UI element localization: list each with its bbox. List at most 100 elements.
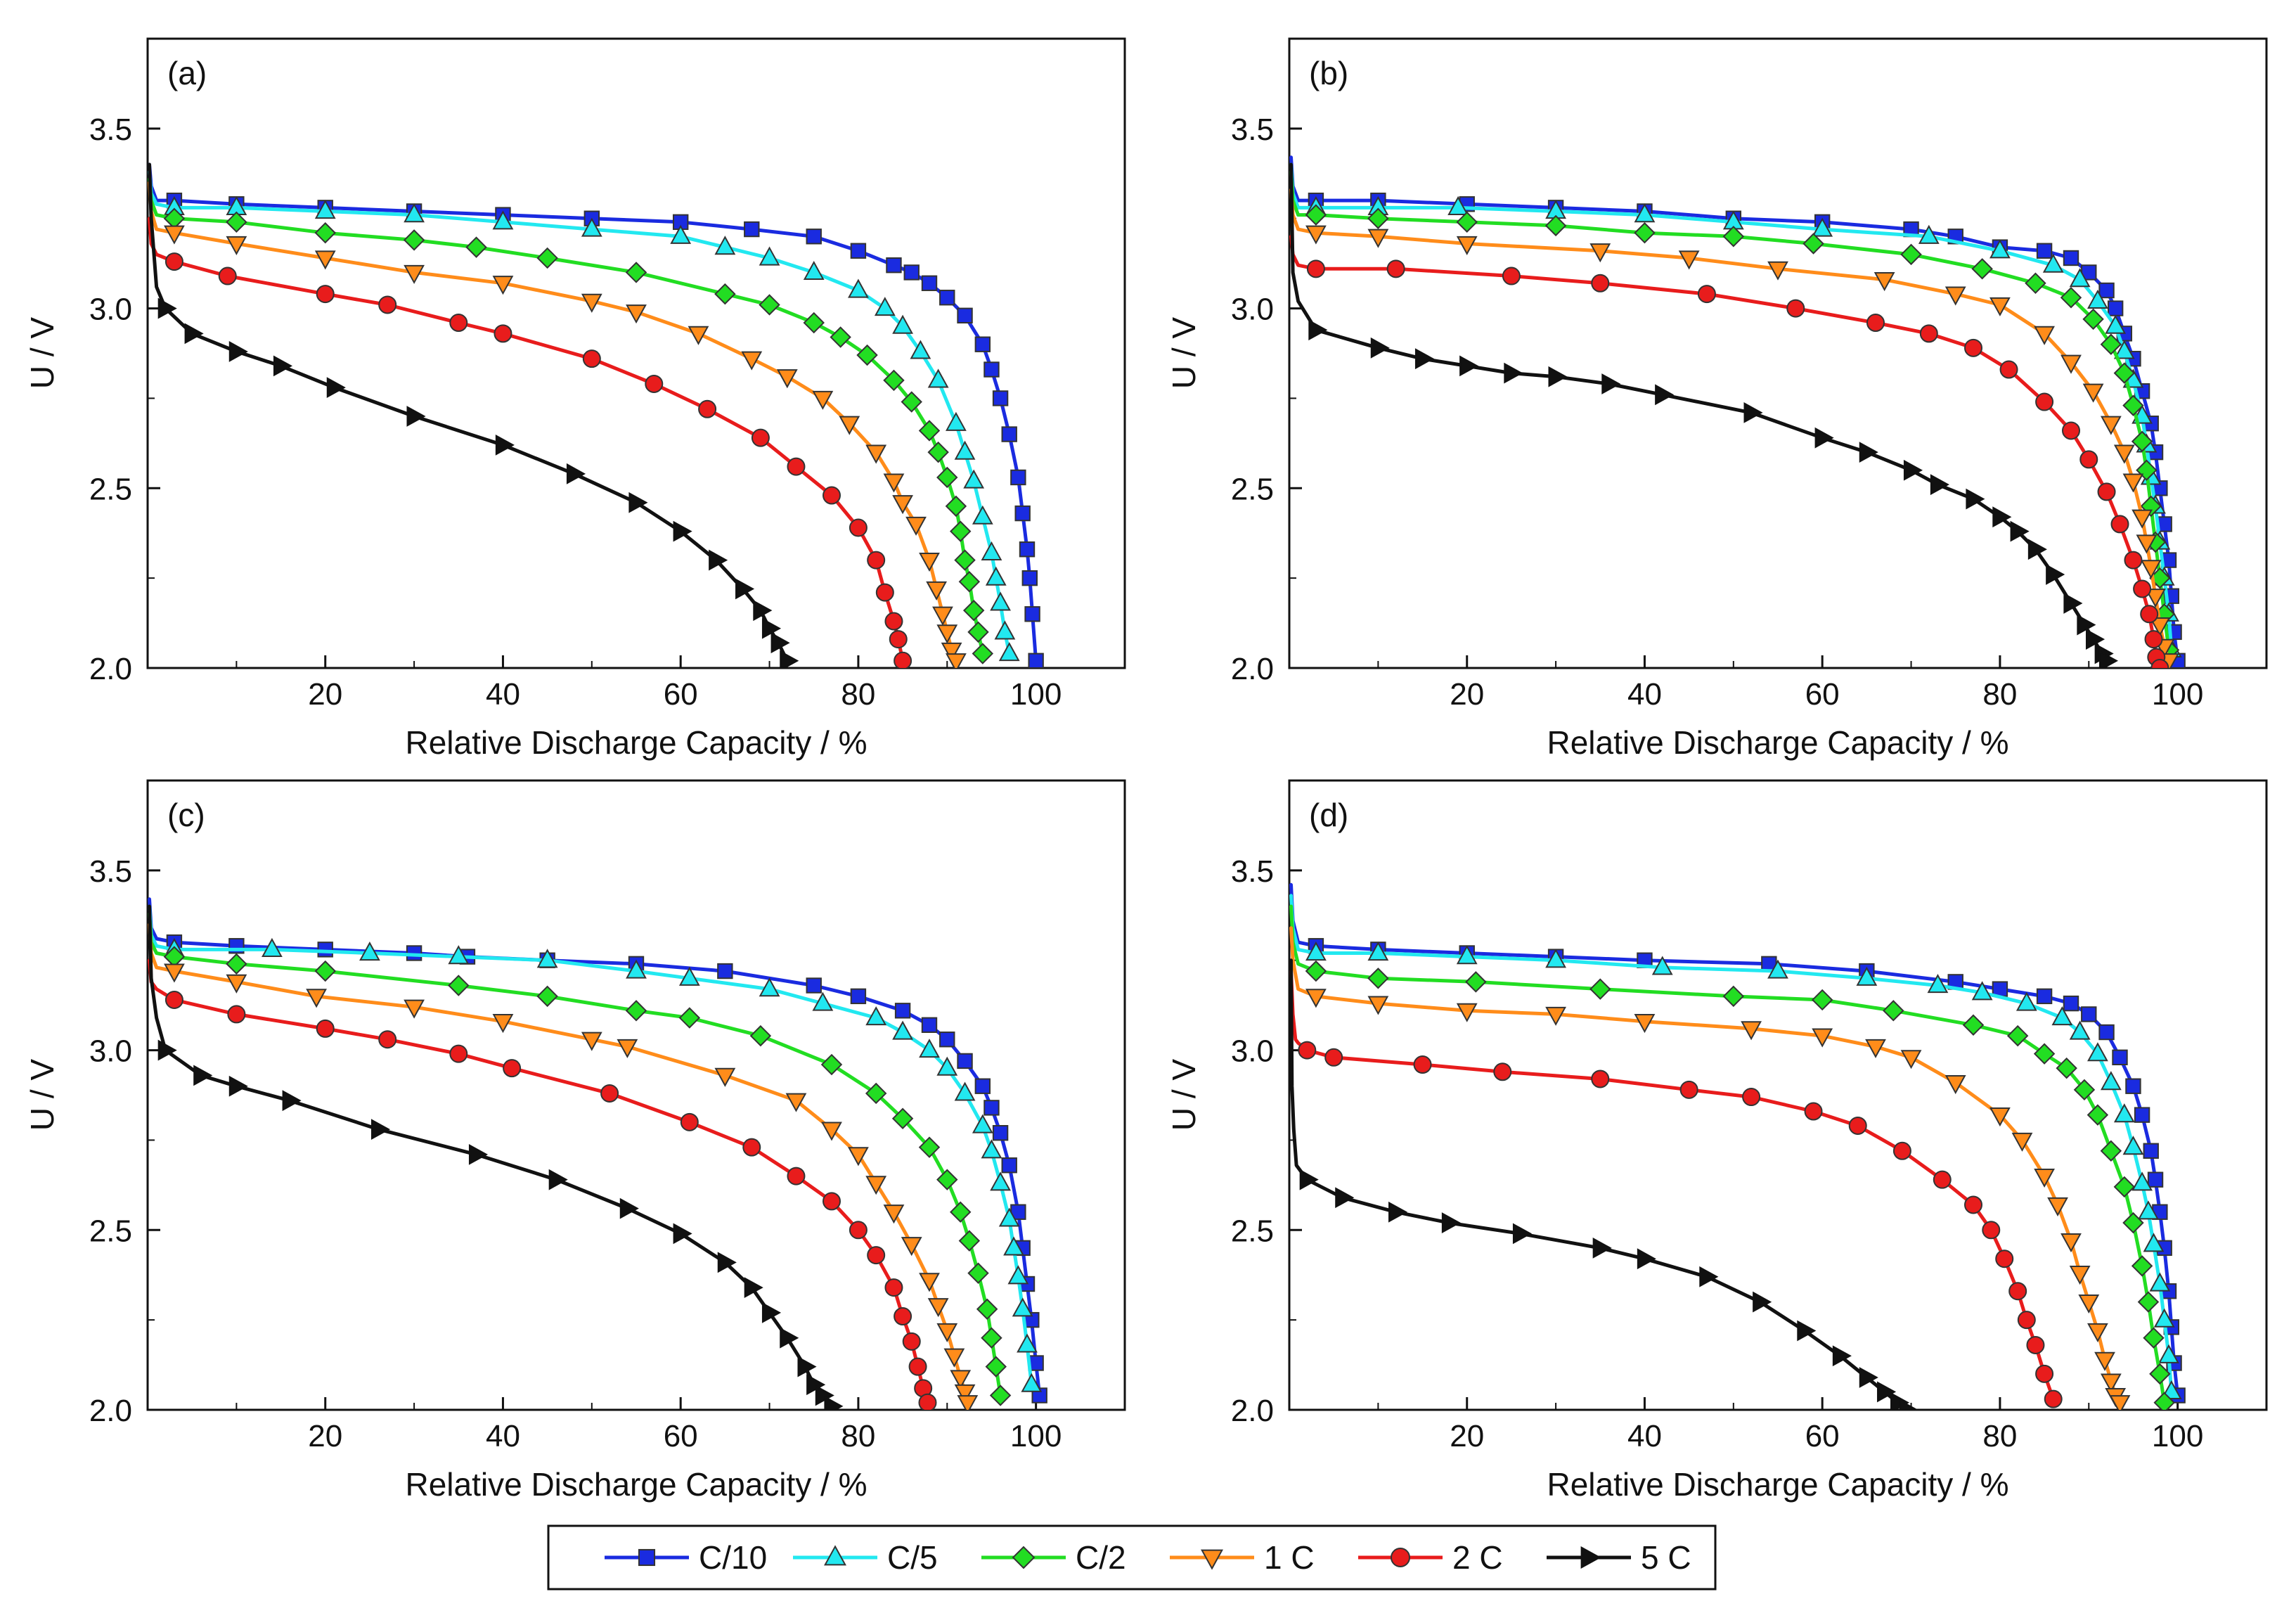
data-point-1-c <box>1545 1006 1566 1026</box>
plot-frame <box>146 37 1126 669</box>
x-axis-title: Relative Discharge Capacity / % <box>1547 1466 2008 1503</box>
legend: C/10 C/5 C/2 1 C 2 C 5 C <box>547 1524 1717 1591</box>
series-5-c <box>1289 162 2119 668</box>
data-point-5-c <box>717 1252 737 1273</box>
data-point-1-c <box>812 390 834 410</box>
data-point-5-c <box>1414 348 1435 370</box>
data-point-1-c <box>2087 1323 2108 1342</box>
data-point-c-10 <box>983 1100 1000 1116</box>
data-point-1-c <box>1305 225 1327 245</box>
data-point-c-10 <box>1001 1157 1017 1174</box>
data-point-c-2 <box>2131 1255 2153 1277</box>
data-point-5-c <box>797 1356 817 1377</box>
data-point-c-10 <box>2112 1049 2128 1065</box>
series-c-5 <box>148 169 1020 662</box>
data-point-c-5 <box>2100 1071 2122 1091</box>
data-point-c-2 <box>2100 1140 2122 1162</box>
data-point-5-c <box>193 1065 213 1086</box>
data-point-c-2 <box>954 549 976 571</box>
y-tick-label: 3.5 <box>89 854 132 889</box>
data-point-c-5 <box>2138 1200 2159 1220</box>
data-point-2-c <box>2144 630 2163 649</box>
x-tick-label: 80 <box>841 677 875 712</box>
legend-swatch-marker <box>638 1548 656 1567</box>
series-layer <box>148 162 1044 668</box>
data-point-5-c <box>673 520 692 542</box>
data-point-1-c <box>164 963 185 983</box>
data-point-2-c <box>889 630 908 649</box>
data-point-c-5 <box>1456 945 1478 965</box>
data-point-c-2 <box>1367 207 1389 229</box>
data-point-5-c <box>1699 1266 1719 1287</box>
data-point-1-c <box>2047 1197 2068 1216</box>
legend-item-c-5: C/5 <box>793 1539 938 1576</box>
data-point-5-c <box>1655 384 1675 406</box>
y-axis-title: U / V <box>1166 1059 1202 1131</box>
data-point-c-2 <box>2153 1392 2175 1410</box>
data-point-2-c <box>1999 360 2018 379</box>
data-point-1-c <box>865 444 887 464</box>
data-point-c-5 <box>1927 974 1949 994</box>
data-point-2-c <box>2079 450 2098 469</box>
data-point-c-10 <box>2107 300 2124 316</box>
data-point-1-c <box>581 1032 602 1051</box>
data-point-c-5 <box>981 541 1002 560</box>
y-tick-label: 2.5 <box>89 1214 132 1248</box>
y-axis-title: U / V <box>1166 317 1202 390</box>
legend-label: C/2 <box>1076 1539 1126 1576</box>
data-point-1-c <box>2060 1233 2082 1253</box>
panel-c: 20 40 60 80 100 2.0 2.5 3.0 3.5 (c) Relative Dis… <box>24 779 1126 1503</box>
data-point-2-c <box>2035 1364 2054 1383</box>
data-point-c-2 <box>936 466 958 489</box>
x-axis-title: Relative Discharge Capacity / % <box>405 724 867 761</box>
data-point-5-c <box>1743 402 1763 423</box>
data-point-1-c <box>688 326 709 345</box>
data-point-2-c <box>742 1138 761 1157</box>
data-point-c-2 <box>2122 394 2144 416</box>
data-point-5-c <box>735 578 755 600</box>
data-point-c-2 <box>967 621 989 643</box>
data-point-1-c <box>1989 1107 2011 1127</box>
data-point-c-2 <box>1722 985 1745 1008</box>
data-point-c-5 <box>981 1139 1002 1159</box>
data-point-c-2 <box>1634 221 1656 244</box>
data-point-2-c <box>2097 482 2116 501</box>
data-point-c-5 <box>1651 956 1673 975</box>
data-point-c-5 <box>972 1114 993 1133</box>
y-tick-label: 2.0 <box>1231 1394 1274 1428</box>
data-point-2-c <box>1591 1069 1610 1088</box>
data-point-c-2 <box>950 520 972 542</box>
data-point-2-c <box>894 1307 912 1326</box>
data-point-c-2 <box>2056 1057 2077 1079</box>
data-point-2-c <box>2017 1311 2036 1330</box>
data-point-c-10 <box>1014 505 1031 522</box>
data-point-2-c <box>1679 1080 1698 1099</box>
data-point-c-2 <box>958 571 981 593</box>
data-point-5-c <box>1592 1237 1612 1259</box>
data-point-c-10 <box>992 390 1009 406</box>
data-point-c-10 <box>806 229 822 245</box>
data-point-c-5 <box>892 1020 913 1040</box>
series-1-c <box>148 181 967 668</box>
series-line-2-c <box>148 958 929 1405</box>
data-point-c-2 <box>1962 1014 1985 1036</box>
data-point-c-2 <box>985 1356 1007 1377</box>
data-point-1-c <box>919 552 940 572</box>
data-point-c-5 <box>1017 1333 1038 1353</box>
data-point-5-c <box>370 1119 391 1140</box>
data-point-c-10 <box>1019 541 1036 558</box>
data-point-2-c <box>1982 1221 2001 1240</box>
data-point-c-2 <box>2025 272 2046 294</box>
data-point-c-5 <box>581 217 602 237</box>
legend-label: 1 C <box>1264 1539 1315 1576</box>
data-point-1-c <box>946 653 967 668</box>
data-point-1-c <box>1678 250 1700 270</box>
data-point-c-5 <box>927 368 949 388</box>
legend-label: C/5 <box>887 1539 938 1576</box>
y-tick-label: 3.0 <box>89 293 132 327</box>
data-point-1-c <box>1589 243 1611 263</box>
data-point-1-c <box>821 1122 842 1141</box>
data-point-c-2 <box>1971 258 1993 280</box>
data-point-1-c <box>883 1204 905 1224</box>
data-point-1-c <box>2136 534 2158 554</box>
